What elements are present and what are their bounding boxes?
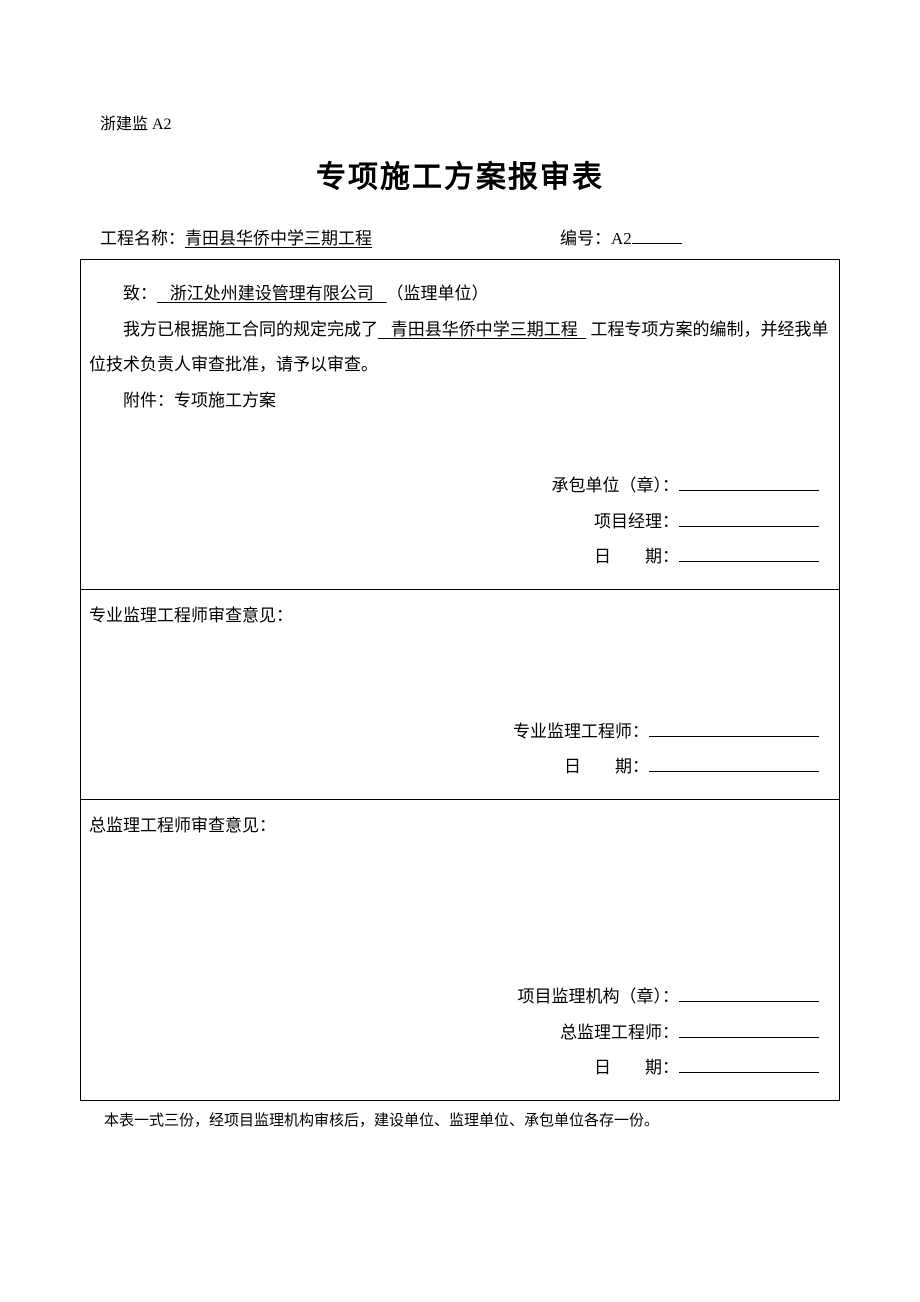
org-blank xyxy=(679,1001,819,1002)
contractor-label: 承包单位（章）： xyxy=(552,476,680,495)
project-label: 工程名称： xyxy=(100,229,185,248)
body-prefix: 我方已根据施工合同的规定完成了 xyxy=(123,320,378,339)
section-chief-engineer: 总监理工程师审查意见： 项目监理机构（章）： 总监理工程师： 日 期： xyxy=(81,800,839,1100)
date-blank-2 xyxy=(649,771,819,772)
to-label: 致： xyxy=(123,284,157,303)
to-line: 致： 浙江处州建设管理有限公司 （监理单位） xyxy=(89,276,831,312)
pm-sig-line: 项目经理： xyxy=(552,504,820,540)
date-sig-line-2: 日 期： xyxy=(513,749,819,785)
chief-sig-line: 总监理工程师： xyxy=(518,1015,820,1051)
chief-heading: 总监理工程师审查意见： xyxy=(89,808,831,844)
org-sig-line: 项目监理机构（章）： xyxy=(518,979,820,1015)
serial-blank xyxy=(632,243,682,244)
date-sig-line-3: 日 期： xyxy=(518,1050,820,1086)
attachment-line: 附件：专项施工方案 xyxy=(89,383,831,419)
document-title: 专项施工方案报审表 xyxy=(80,152,840,196)
form-code: 浙建监 A2 xyxy=(100,110,840,134)
date-blank-3 xyxy=(679,1072,819,1073)
contractor-sig-line: 承包单位（章）： xyxy=(552,468,820,504)
meta-row: 工程名称：青田县华侨中学三期工程 编号：A2 xyxy=(100,224,840,249)
prof-engineer-blank xyxy=(649,736,819,737)
footer-note: 本表一式三份，经项目监理机构审核后，建设单位、监理单位、承包单位各存一份。 xyxy=(104,1109,840,1130)
to-suffix: （监理单位） xyxy=(387,284,489,303)
date-sig-line-1: 日 期： xyxy=(552,539,820,575)
section-professional-engineer: 专业监理工程师审查意见： 专业监理工程师： 日 期： xyxy=(81,590,839,800)
project-name-value: 青田县华侨中学三期工程 xyxy=(185,229,372,248)
form-box: 致： 浙江处州建设管理有限公司 （监理单位） 我方已根据施工合同的规定完成了 青… xyxy=(80,259,840,1101)
prof-engineer-sig-line: 专业监理工程师： xyxy=(513,714,819,750)
signature-block-contractor: 承包单位（章）： 项目经理： 日 期： xyxy=(552,468,820,575)
serial-prefix: A2 xyxy=(611,229,632,248)
body-text: 我方已根据施工合同的规定完成了 青田县华侨中学三期工程 工程专项方案的编制，并经… xyxy=(89,312,831,383)
serial-label: 编号： xyxy=(560,229,611,248)
chief-label: 总监理工程师： xyxy=(560,1023,679,1042)
professional-heading: 专业监理工程师审查意见： xyxy=(89,598,831,634)
to-value: 浙江处州建设管理有限公司 xyxy=(157,284,387,303)
date-label-1: 日 期： xyxy=(594,547,679,566)
contractor-blank xyxy=(679,490,819,491)
section-submission: 致： 浙江处州建设管理有限公司 （监理单位） 我方已根据施工合同的规定完成了 青… xyxy=(81,260,839,590)
signature-block-professional: 专业监理工程师： 日 期： xyxy=(513,714,819,785)
signature-block-chief: 项目监理机构（章）： 总监理工程师： 日 期： xyxy=(518,979,820,1086)
date-blank-1 xyxy=(679,561,819,562)
org-label: 项目监理机构（章）： xyxy=(518,987,680,1006)
prof-engineer-label: 专业监理工程师： xyxy=(513,722,649,741)
date-label-3: 日 期： xyxy=(594,1058,679,1077)
body-project: 青田县华侨中学三期工程 xyxy=(378,320,586,339)
pm-label: 项目经理： xyxy=(594,512,679,531)
serial-field: 编号：A2 xyxy=(560,224,840,249)
chief-blank xyxy=(679,1037,819,1038)
project-name-field: 工程名称：青田县华侨中学三期工程 xyxy=(100,224,560,249)
date-label-2: 日 期： xyxy=(564,757,649,776)
document-page: 浙建监 A2 专项施工方案报审表 工程名称：青田县华侨中学三期工程 编号：A2 … xyxy=(0,0,920,1170)
pm-blank xyxy=(679,526,819,527)
